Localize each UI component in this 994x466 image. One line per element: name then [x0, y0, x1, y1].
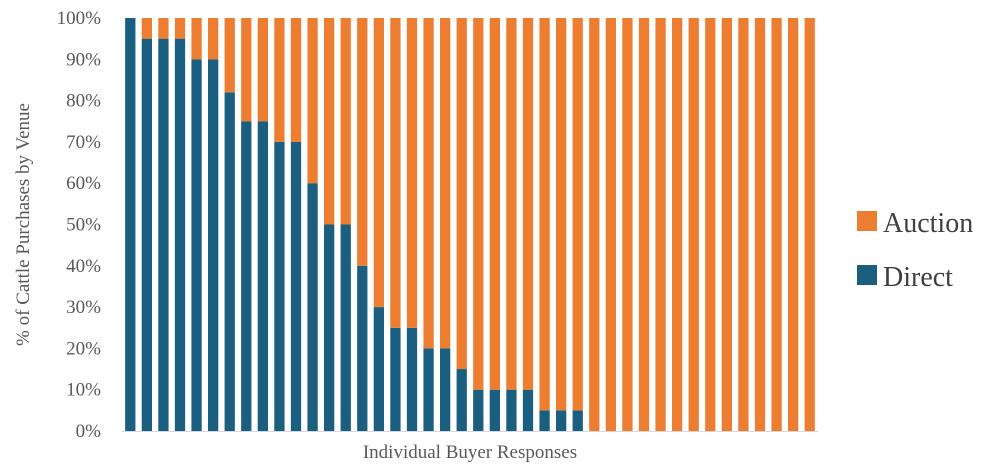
bar-auction-5 — [191, 18, 202, 60]
bar-direct-1 — [125, 18, 136, 431]
bar-direct-20 — [440, 348, 451, 431]
y-tick-label: 70% — [66, 132, 101, 153]
bar-auction-17 — [390, 18, 401, 328]
bar-auction-36 — [705, 18, 716, 431]
bar-auction-22 — [473, 18, 484, 390]
bar-auction-10 — [274, 18, 285, 142]
bar-auction-34 — [672, 18, 683, 431]
bar-direct-27 — [556, 410, 567, 431]
legend-swatch-auction — [857, 211, 877, 231]
bar-direct-4 — [174, 38, 186, 432]
bar-auction-20 — [440, 18, 451, 349]
bar-auction-37 — [721, 18, 732, 431]
bar-direct-28 — [572, 410, 583, 431]
bar-auction-29 — [589, 18, 600, 431]
x-axis-title: Individual Buyer Responses — [363, 442, 577, 463]
y-axis-ticks: 0% 10% 20% 30% 40% 50% 60% 70% 80% 90% 100% — [57, 8, 102, 442]
bar-direct-2 — [141, 38, 152, 432]
bar-auction-7 — [224, 18, 235, 93]
bar-direct-5 — [191, 59, 202, 432]
bar-auction-2 — [141, 18, 152, 39]
bars — [125, 18, 815, 432]
bar-auction-42 — [804, 18, 815, 431]
bar-auction-6 — [208, 18, 219, 60]
bar-direct-25 — [522, 389, 534, 431]
bar-direct-22 — [473, 389, 484, 431]
bar-direct-3 — [158, 38, 169, 432]
bar-auction-25 — [522, 18, 534, 390]
bar-auction-11 — [290, 18, 302, 142]
legend-swatch-direct — [857, 265, 877, 285]
bar-auction-14 — [340, 18, 351, 225]
bar-auction-32 — [638, 18, 650, 431]
bar-direct-17 — [390, 327, 401, 431]
bar-direct-8 — [241, 121, 252, 431]
bar-auction-27 — [556, 18, 567, 411]
y-tick-label: 50% — [66, 215, 101, 236]
y-tick-label: 10% — [66, 380, 101, 401]
y-tick-label: 100% — [57, 8, 102, 29]
legend-label-direct: Direct — [883, 262, 953, 293]
bar-auction-26 — [539, 18, 550, 411]
plot-area — [122, 18, 818, 432]
bar-auction-16 — [373, 18, 384, 308]
bar-direct-10 — [274, 141, 285, 431]
bar-direct-16 — [373, 307, 384, 431]
bar-auction-38 — [738, 18, 749, 431]
bar-auction-28 — [572, 18, 583, 411]
legend: Auction Direct — [857, 208, 973, 293]
bar-direct-14 — [340, 224, 351, 431]
y-tick-label: 30% — [66, 297, 101, 318]
y-tick-label: 40% — [66, 256, 101, 277]
y-tick-label: 60% — [66, 173, 101, 194]
bar-direct-15 — [357, 265, 368, 431]
bar-auction-41 — [788, 18, 799, 431]
bar-auction-4 — [174, 18, 186, 39]
bar-auction-13 — [324, 18, 335, 225]
y-tick-label: 0% — [76, 421, 102, 442]
bar-direct-12 — [307, 183, 318, 431]
y-tick-label: 80% — [66, 91, 101, 112]
bar-auction-30 — [605, 18, 616, 431]
bar-direct-23 — [489, 389, 500, 431]
bar-auction-23 — [489, 18, 500, 390]
bar-auction-35 — [688, 18, 699, 431]
bar-auction-3 — [158, 18, 169, 39]
bar-auction-31 — [622, 18, 633, 431]
bar-direct-7 — [224, 92, 235, 431]
bar-direct-13 — [324, 224, 335, 431]
bar-auction-19 — [423, 18, 434, 349]
bar-direct-11 — [290, 141, 302, 431]
bar-direct-21 — [456, 369, 467, 431]
bar-direct-18 — [406, 327, 418, 431]
legend-label-auction: Auction — [883, 208, 973, 239]
bar-auction-21 — [456, 18, 467, 370]
bar-direct-6 — [208, 59, 219, 432]
bar-direct-19 — [423, 348, 434, 431]
bar-auction-40 — [771, 18, 782, 431]
bar-auction-39 — [754, 18, 766, 431]
bar-direct-24 — [506, 389, 517, 431]
bar-auction-18 — [406, 18, 418, 328]
bar-auction-12 — [307, 18, 318, 184]
bar-direct-9 — [257, 121, 268, 431]
bar-auction-9 — [257, 18, 268, 122]
y-tick-label: 90% — [66, 49, 101, 70]
bar-auction-24 — [506, 18, 517, 390]
bar-auction-15 — [357, 18, 368, 266]
bar-auction-8 — [241, 18, 252, 122]
y-axis-title: % of Cattle Purchases by Venue — [13, 103, 34, 346]
y-tick-label: 20% — [66, 338, 101, 359]
bar-auction-33 — [655, 18, 666, 431]
bar-direct-26 — [539, 410, 550, 431]
